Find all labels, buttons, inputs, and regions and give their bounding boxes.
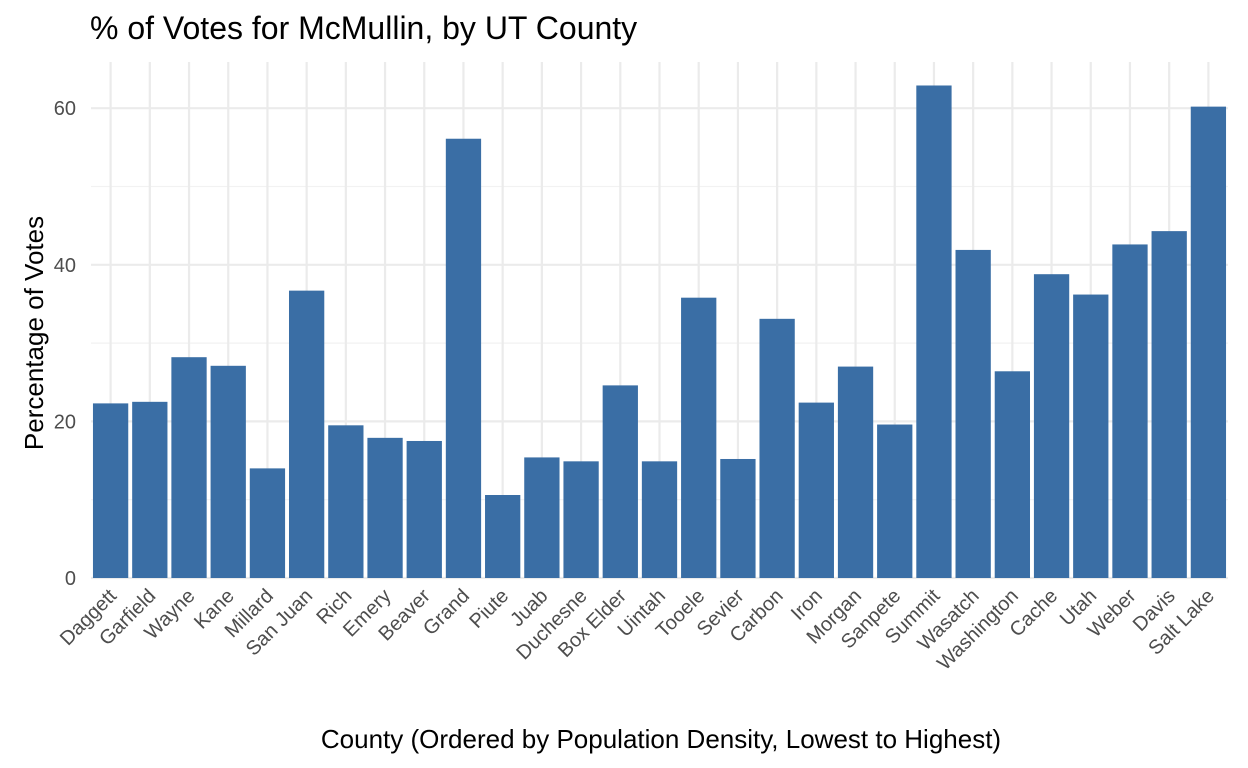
bar-salt-lake — [1190, 106, 1227, 578]
bar-beaver — [406, 440, 442, 578]
bar-duchesne — [563, 461, 599, 578]
bar-summit — [916, 85, 952, 578]
y-tick-label: 20 — [54, 411, 76, 433]
bar-daggett — [92, 403, 129, 578]
bars-layer — [92, 85, 1227, 579]
bar-wasatch — [955, 249, 991, 579]
x-axis-title: County (Ordered by Population Density, L… — [321, 724, 1001, 754]
bar-emery — [367, 437, 403, 578]
bar-san-juan — [288, 290, 325, 578]
bar-carbon — [759, 318, 795, 578]
bar-millard — [249, 468, 286, 578]
bar-piute — [485, 495, 521, 578]
bar-utah — [1073, 294, 1109, 578]
bar-iron — [798, 402, 834, 578]
y-tick-label: 60 — [54, 98, 76, 120]
bar-box-elder — [602, 385, 638, 578]
bar-garfield — [132, 401, 168, 578]
bar-cache — [1033, 274, 1070, 578]
y-tick-labels: 0 20 40 60 — [54, 98, 76, 590]
bar-tooele — [681, 297, 717, 578]
bar-morgan — [837, 366, 874, 578]
chart-title: % of Votes for McMullin, by UT County — [90, 10, 637, 46]
bar-sanpete — [877, 424, 913, 578]
bar-wayne — [171, 357, 207, 578]
x-tick-label: Piute — [465, 585, 513, 633]
bar-kane — [210, 365, 246, 578]
bar-davis — [1151, 231, 1187, 579]
bar-rich — [328, 425, 364, 578]
bar-washington — [994, 371, 1031, 578]
bar-weber — [1112, 244, 1148, 578]
bar-sevier — [720, 458, 756, 578]
bar-grand — [445, 138, 482, 579]
y-tick-label: 0 — [65, 568, 76, 590]
y-tick-label: 40 — [54, 255, 76, 277]
bar-uintah — [641, 461, 678, 578]
y-axis-title: Percentage of Votes — [19, 216, 49, 450]
bar-juab — [524, 457, 560, 578]
